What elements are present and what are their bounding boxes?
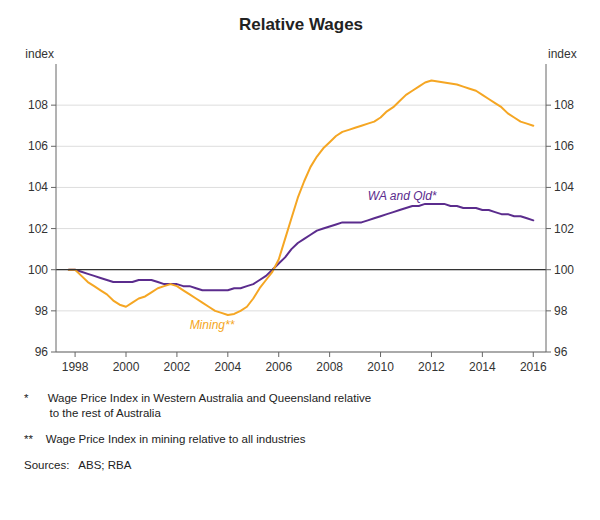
y-tick bbox=[51, 310, 56, 311]
y2-tick-label: 102 bbox=[554, 222, 574, 236]
footnote: Sources: ABS; RBA bbox=[24, 459, 132, 471]
grid-line bbox=[56, 269, 546, 270]
y2-tick bbox=[546, 228, 551, 229]
x-tick-label: 2014 bbox=[469, 360, 496, 374]
footnote-line: Sources: ABS; RBA bbox=[24, 459, 132, 471]
x-tick-label: 2004 bbox=[214, 360, 241, 374]
grid-line bbox=[56, 105, 546, 106]
y-tick bbox=[51, 187, 56, 188]
y2-tick-label: 108 bbox=[554, 98, 574, 112]
title: Relative Wages bbox=[239, 15, 363, 34]
series-line bbox=[69, 80, 534, 315]
y2-tick bbox=[546, 269, 551, 270]
grid-line bbox=[56, 146, 546, 147]
y2-tick bbox=[546, 352, 551, 353]
y-axis-line bbox=[56, 64, 57, 352]
y2-tick-label: 104 bbox=[554, 180, 574, 194]
x-tick-label: 2012 bbox=[418, 360, 445, 374]
x-axis-line bbox=[56, 352, 546, 353]
x-tick-label: 2006 bbox=[265, 360, 292, 374]
y-tick-label: 98 bbox=[35, 304, 49, 318]
y-tick-label: 102 bbox=[28, 222, 48, 236]
y2-tick bbox=[546, 310, 551, 311]
x-tick-label: 1998 bbox=[62, 360, 89, 374]
y-tick bbox=[51, 352, 56, 353]
y-tick-label: 108 bbox=[28, 98, 48, 112]
y2-axis-label: index bbox=[548, 47, 577, 61]
x-tick-label: 2010 bbox=[367, 360, 394, 374]
plot-area bbox=[56, 80, 546, 315]
footnote-line: ** Wage Price Index in mining relative t… bbox=[24, 433, 306, 445]
y-tick-label: 106 bbox=[28, 139, 48, 153]
y-tick bbox=[51, 105, 56, 106]
x-tick bbox=[75, 352, 76, 357]
x-tick-label: 2008 bbox=[316, 360, 343, 374]
x-tick bbox=[482, 352, 483, 357]
x-tick bbox=[380, 352, 381, 357]
x-tick bbox=[329, 352, 330, 357]
x-tick bbox=[227, 352, 228, 357]
y2-tick-label: 98 bbox=[554, 304, 568, 318]
y-tick bbox=[51, 228, 56, 229]
y2-axis-line bbox=[546, 64, 547, 352]
x-tick bbox=[278, 352, 279, 357]
y-tick-label: 100 bbox=[28, 263, 48, 277]
chart: Relative Wages 1998 2000 2002 2004 2006 2008 20… bbox=[0, 0, 600, 520]
x-tick-label: 2016 bbox=[520, 360, 547, 374]
x-tick bbox=[533, 352, 534, 357]
footnote: ** Wage Price Index in mining relative t… bbox=[24, 433, 306, 445]
grid-line bbox=[56, 352, 546, 353]
x-tick-label: 2002 bbox=[164, 360, 191, 374]
y-tick bbox=[51, 269, 56, 270]
footnote: * Wage Price Index in Western Australia … bbox=[24, 392, 371, 419]
grid bbox=[56, 105, 546, 352]
reference-line bbox=[56, 269, 546, 270]
x-tick bbox=[126, 352, 127, 357]
x-tick bbox=[176, 352, 177, 357]
y2-tick-label: 100 bbox=[554, 263, 574, 277]
y2-tick-label: 106 bbox=[554, 139, 574, 153]
x-tick bbox=[431, 352, 432, 357]
y-axis-label: index bbox=[25, 47, 54, 61]
y2-tick-label: 96 bbox=[554, 345, 568, 359]
grid-line bbox=[56, 310, 546, 311]
x-tick-label: 2000 bbox=[113, 360, 140, 374]
y-tick-label: 96 bbox=[35, 345, 49, 359]
y2-tick bbox=[546, 105, 551, 106]
annotation: WA and Qld* bbox=[368, 189, 437, 203]
series-line bbox=[69, 204, 534, 290]
footnote-line: to the rest of Australia bbox=[24, 407, 161, 419]
y2-tick bbox=[546, 146, 551, 147]
grid-line bbox=[56, 228, 546, 229]
y2-tick bbox=[546, 187, 551, 188]
footnote-line: * Wage Price Index in Western Australia … bbox=[24, 392, 371, 404]
annotation: Mining** bbox=[190, 318, 235, 332]
y-tick-label: 104 bbox=[28, 180, 48, 194]
y-tick bbox=[51, 146, 56, 147]
axes: 1998 2000 2002 2004 2006 2008 2010 2012 2014 2016… bbox=[28, 64, 574, 374]
